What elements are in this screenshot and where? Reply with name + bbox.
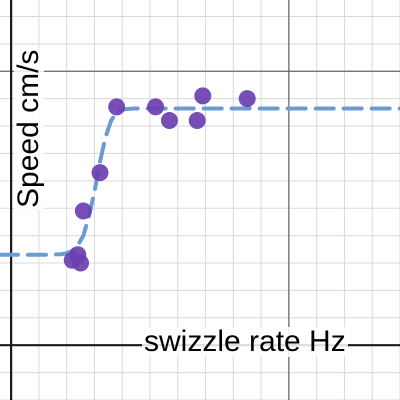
x-axis-label: swizzle rate Hz [142, 325, 348, 358]
data-point [91, 164, 109, 182]
data-point [194, 87, 212, 105]
data-point [238, 90, 256, 108]
data-point [147, 98, 165, 116]
data-point [188, 112, 206, 130]
data-point [160, 112, 178, 130]
data-point [72, 254, 90, 272]
y-axis-label: Speed cm/s [12, 47, 45, 210]
data-points [63, 87, 256, 272]
data-point [108, 98, 126, 116]
fit-curve [0, 106, 400, 257]
fit-curve-layer [0, 106, 400, 257]
data-point [74, 202, 92, 220]
